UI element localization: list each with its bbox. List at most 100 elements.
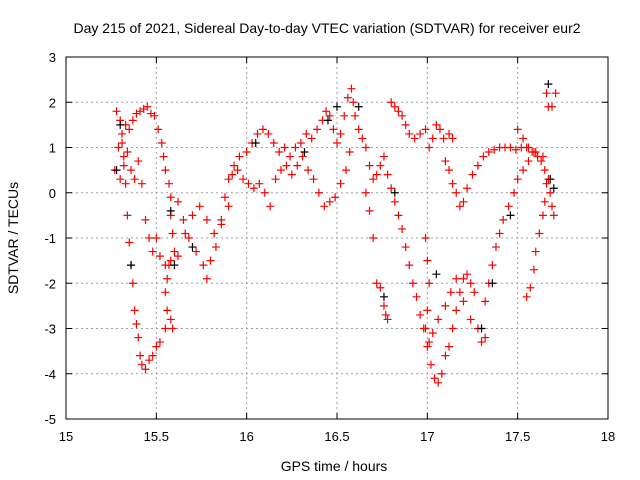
data-point-red — [275, 148, 284, 157]
x-tick-label: 17.5 — [505, 429, 530, 444]
data-point-red — [463, 184, 472, 193]
data-point-red — [342, 166, 351, 175]
data-point-red — [495, 229, 504, 238]
data-point-black — [432, 270, 441, 279]
data-point-black — [546, 175, 555, 184]
data-point-red — [432, 120, 441, 129]
data-point-red — [116, 175, 125, 184]
data-point-red — [128, 279, 137, 288]
data-point-red — [145, 356, 154, 365]
data-point-red — [428, 329, 437, 338]
data-point-red — [452, 274, 461, 283]
data-point-red — [155, 338, 164, 347]
data-point-red — [155, 252, 164, 261]
data-point-red — [132, 319, 141, 328]
data-point-red — [398, 224, 407, 233]
data-point-red — [379, 152, 388, 161]
data-point-red — [372, 170, 381, 179]
data-point-red — [179, 215, 188, 224]
data-point-black — [170, 261, 179, 270]
data-point-red — [446, 288, 455, 297]
data-point-red — [264, 129, 273, 138]
data-point-red — [325, 111, 334, 120]
data-point-red — [125, 238, 134, 247]
data-point-red — [468, 170, 477, 179]
data-point-red — [448, 179, 457, 188]
data-point-red — [118, 138, 127, 147]
data-point-red — [244, 179, 253, 188]
data-point-red — [141, 365, 150, 374]
data-point-black — [300, 148, 309, 157]
data-point-red — [143, 102, 152, 111]
data-point-red — [192, 247, 201, 256]
data-point-red — [542, 179, 551, 188]
data-point-red — [174, 252, 183, 261]
tick-labels: 15 15.5 16 16.5 17 17.5 18 -5 -4 -3 -2 -1 0 1 2 3 — [44, 50, 615, 444]
data-point-red — [535, 229, 544, 238]
data-point-red — [398, 111, 407, 120]
data-point-red — [439, 134, 448, 143]
data-point-red — [130, 306, 139, 315]
y-tick-label: 2 — [49, 95, 56, 110]
data-point-red — [253, 129, 262, 138]
data-point-red — [376, 161, 385, 170]
data-point-red — [286, 152, 295, 161]
data-point-red — [491, 243, 500, 252]
data-point-red — [519, 134, 528, 143]
data-point-red — [445, 166, 454, 175]
data-point-red — [519, 166, 528, 175]
data-point-black — [549, 184, 558, 193]
data-point-red — [298, 152, 307, 161]
data-point-red — [166, 193, 175, 202]
data-point-red — [154, 125, 163, 134]
data-point-red — [542, 89, 551, 98]
data-point-red — [537, 157, 546, 166]
data-point-red — [320, 202, 329, 211]
data-point-red — [506, 143, 515, 152]
data-point-red — [152, 234, 161, 242]
data-point-red — [119, 152, 128, 161]
data-point-red — [161, 261, 170, 270]
data-point-red — [479, 152, 488, 161]
data-point-red — [255, 179, 264, 188]
data-point-red — [269, 138, 278, 147]
data-point-red — [293, 161, 302, 170]
x-axis-label: GPS time / hours — [281, 458, 388, 474]
data-point-red — [441, 351, 450, 360]
data-point-red — [546, 188, 555, 197]
data-point-red — [538, 152, 547, 161]
data-point-red — [304, 166, 313, 175]
data-point-red — [331, 193, 340, 202]
x-tick-label: 15.5 — [144, 429, 169, 444]
data-point-red — [522, 292, 531, 301]
data-point-red — [271, 175, 280, 184]
data-point-red — [217, 215, 226, 224]
data-point-red — [242, 148, 251, 157]
data-point-black — [506, 211, 515, 220]
data-point-red — [233, 166, 242, 175]
data-point-red — [423, 342, 432, 351]
data-point-red — [408, 279, 417, 288]
data-point-red — [513, 125, 522, 134]
data-point-red — [466, 279, 475, 288]
data-point-red — [199, 261, 208, 270]
data-point-red — [188, 211, 197, 220]
data-point-red — [421, 125, 430, 134]
data-point-red — [455, 288, 464, 297]
data-point-red — [211, 243, 220, 252]
data-point-red — [123, 211, 132, 220]
data-point-red — [511, 145, 520, 154]
data-point-red — [551, 89, 560, 98]
data-point-black — [116, 120, 125, 129]
data-point-red — [152, 342, 161, 351]
data-point-red — [159, 152, 168, 161]
data-point-black — [188, 243, 197, 252]
data-point-red — [452, 306, 461, 315]
data-point-red — [448, 324, 457, 333]
data-point-red — [466, 315, 475, 324]
data-point-black — [354, 102, 363, 111]
data-point-red — [161, 288, 170, 297]
data-point-red — [524, 157, 533, 166]
data-point-red — [470, 288, 479, 297]
data-point-red — [287, 170, 296, 179]
